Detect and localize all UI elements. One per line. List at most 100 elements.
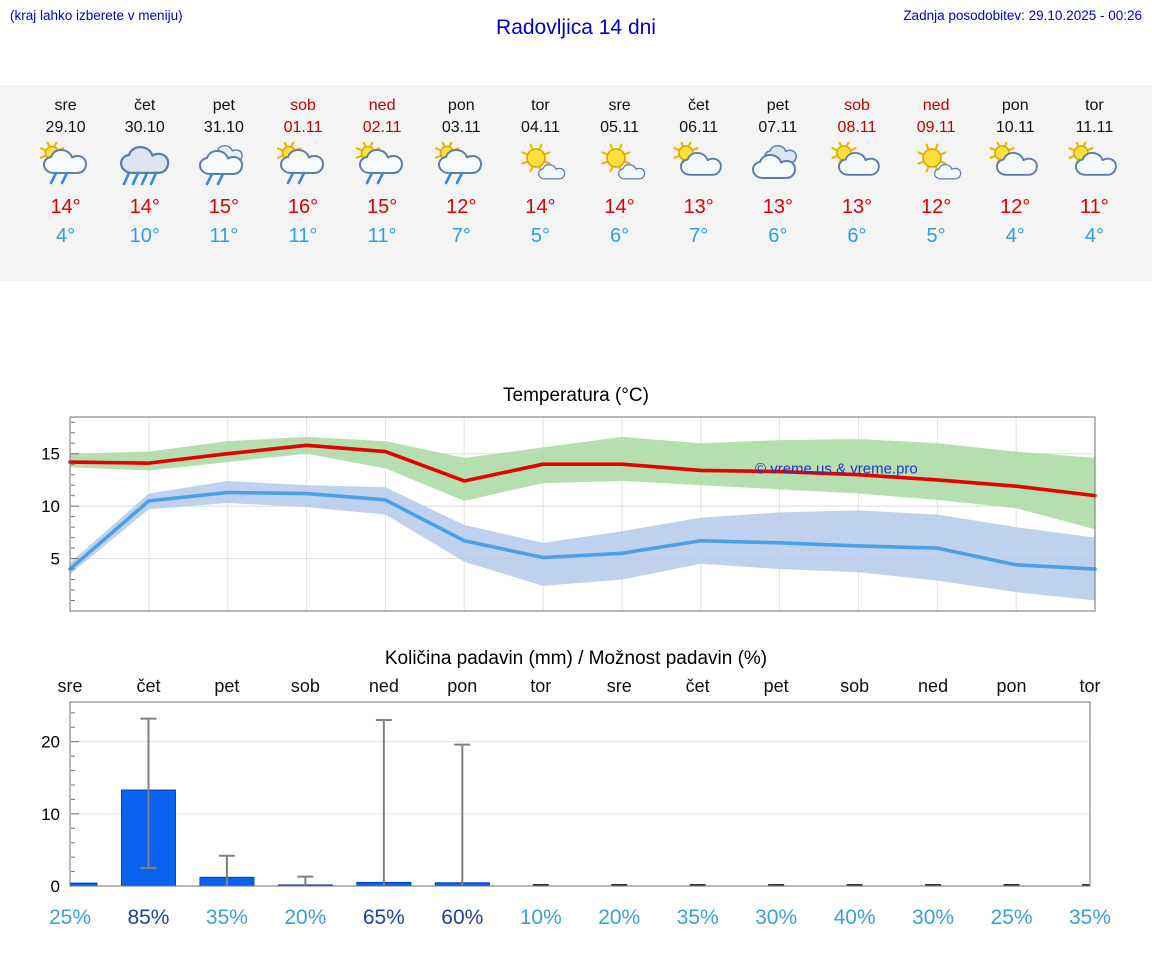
precip-day-label: sob bbox=[291, 676, 320, 696]
precip-day-label: tor bbox=[530, 676, 551, 696]
high-temperature: 14° bbox=[129, 196, 160, 218]
day-date: 11.11 bbox=[1075, 119, 1114, 136]
forecast-day-01.11[interactable]: sob 01.11 16° 11° bbox=[263, 95, 342, 281]
day-name: sre bbox=[54, 97, 77, 114]
svg-text:5: 5 bbox=[51, 550, 60, 569]
precip-day-label: pon bbox=[447, 676, 477, 696]
sun-small-cloud-icon bbox=[601, 143, 645, 180]
precip-probability: 65% bbox=[363, 906, 405, 929]
high-temperature: 14° bbox=[604, 196, 635, 218]
day-name: pon bbox=[1001, 97, 1029, 114]
svg-text:20: 20 bbox=[41, 733, 60, 752]
day-name: tor bbox=[1085, 97, 1104, 114]
precip-day-label: tor bbox=[1079, 676, 1100, 696]
low-temperature: 11° bbox=[288, 225, 318, 247]
sun-cloud-icon bbox=[831, 140, 880, 176]
svg-text:0: 0 bbox=[51, 877, 60, 896]
day-name: pon bbox=[447, 97, 475, 114]
low-temperature: 5° bbox=[530, 225, 550, 247]
forecast-day-30.10[interactable]: čet 30.10 14° 10° bbox=[105, 95, 184, 281]
high-temperature: 13° bbox=[762, 196, 793, 218]
weather-icon-wrap bbox=[343, 140, 422, 192]
low-temperature: 4° bbox=[1005, 225, 1025, 247]
temperature-chart: 5 10 15 © vreme.us & vreme.pro bbox=[41, 416, 1097, 612]
sun-cloud-icon bbox=[1068, 140, 1118, 176]
forecast-day-09.11[interactable]: ned 09.11 12° 5° bbox=[897, 95, 976, 281]
location-hint: (kraj lahko izberete v meniju) bbox=[10, 8, 183, 23]
precip-probability: 40% bbox=[834, 906, 876, 929]
weather-icon-wrap bbox=[105, 142, 184, 192]
day-name: čet bbox=[134, 97, 156, 114]
low-temperature: 5° bbox=[926, 225, 946, 247]
precip-probability: 60% bbox=[441, 906, 483, 929]
min-temp-band bbox=[70, 480, 1095, 601]
forecast-day-31.10[interactable]: pet 31.10 15° 11° bbox=[184, 95, 263, 281]
temperature-section: Temperatura (°C) 5 10 15 © vreme.us & vreme… bbox=[0, 385, 1152, 626]
precip-bar-zero bbox=[846, 884, 863, 886]
precip-day-label: pet bbox=[214, 676, 239, 696]
forecast-day-10.11[interactable]: pon 10.11 12° 4° bbox=[976, 95, 1055, 281]
sun-cloud-rain-icon bbox=[276, 140, 324, 185]
weather-icon-wrap bbox=[976, 140, 1055, 192]
precip-probability: 35% bbox=[1069, 906, 1111, 929]
day-date: 01.11 bbox=[283, 119, 323, 136]
page-header: (kraj lahko izberete v meniju) Radovljic… bbox=[0, 0, 1152, 85]
plot-frame bbox=[69, 701, 1091, 887]
sun-small-cloud-icon bbox=[521, 143, 566, 180]
day-date: 07.11 bbox=[758, 119, 798, 136]
precip-day-label: ned bbox=[369, 676, 399, 696]
forecast-day-06.11[interactable]: čet 06.11 13° 7° bbox=[659, 95, 738, 281]
forecast-day-05.11[interactable]: sre 05.11 14° 6° bbox=[580, 95, 659, 281]
day-name: sob bbox=[290, 97, 316, 114]
forecast-day-08.11[interactable]: sob 08.11 13° 6° bbox=[817, 95, 896, 281]
low-temperature: 11° bbox=[367, 225, 397, 247]
precip-day-label: ned bbox=[918, 676, 948, 696]
weather-icon-wrap bbox=[501, 142, 580, 192]
high-temperature: 14° bbox=[50, 196, 81, 218]
high-temperature: 15° bbox=[367, 196, 398, 218]
temperature-chart-title: Temperatura (°C) bbox=[503, 385, 649, 406]
precip-bar-zero bbox=[532, 884, 549, 886]
precip-day-label: sre bbox=[57, 676, 82, 696]
precipitation-chart-title: Količina padavin (mm) / Možnost padavin … bbox=[384, 648, 768, 669]
forecast-day-29.10[interactable]: sre 29.10 14° 4° bbox=[26, 95, 105, 281]
precip-bar-zero bbox=[1082, 884, 1090, 886]
low-temperature: 7° bbox=[689, 225, 709, 247]
day-date: 05.11 bbox=[600, 119, 639, 136]
low-temperature: 7° bbox=[451, 225, 471, 247]
day-name: sre bbox=[608, 97, 631, 114]
precip-probability: 35% bbox=[206, 906, 248, 929]
weather-icon-wrap bbox=[422, 140, 501, 192]
sun-small-cloud-icon bbox=[917, 143, 962, 180]
precipitation-chart: sre čet pet sob ned pon tor sre čet pet sob ned pon t… bbox=[41, 676, 1111, 929]
precip-day-label: čet bbox=[136, 676, 160, 696]
svg-text:10: 10 bbox=[41, 497, 60, 516]
precip-day-label: pet bbox=[764, 676, 789, 696]
weather-icon-wrap bbox=[659, 140, 738, 192]
forecast-day-02.11[interactable]: ned 02.11 15° 11° bbox=[343, 95, 422, 281]
high-temperature: 13° bbox=[683, 196, 714, 218]
precip-whisker bbox=[297, 875, 314, 886]
day-name: ned bbox=[368, 97, 396, 114]
precip-probability: 20% bbox=[284, 906, 326, 929]
high-temperature: 14° bbox=[525, 196, 556, 218]
day-name: tor bbox=[531, 97, 550, 114]
forecast-day-11.11[interactable]: tor 11.11 11° 4° bbox=[1055, 95, 1134, 281]
day-date: 29.10 bbox=[45, 119, 86, 136]
precip-whisker bbox=[454, 743, 471, 886]
sun-cloud-rain-icon bbox=[39, 140, 87, 185]
precip-bar-zero bbox=[689, 884, 706, 886]
high-temperature: 13° bbox=[841, 196, 873, 218]
forecast-day-04.11[interactable]: tor 04.11 14° 5° bbox=[501, 95, 580, 281]
sun-cloud-rain-icon bbox=[355, 140, 404, 185]
high-temperature: 15° bbox=[208, 196, 239, 218]
precip-day-label: sob bbox=[840, 676, 869, 696]
precip-probability: 25% bbox=[49, 906, 91, 929]
day-date: 08.11 bbox=[837, 119, 877, 136]
forecast-day-03.11[interactable]: pon 03.11 12° 7° bbox=[422, 95, 501, 281]
precip-probability: 10% bbox=[520, 906, 562, 929]
forecast-day-07.11[interactable]: pet 07.11 13° 6° bbox=[738, 95, 817, 281]
precip-probability: 30% bbox=[755, 906, 797, 929]
watermark-link[interactable]: © vreme.us & vreme.pro bbox=[755, 461, 918, 478]
sun-cloud-icon bbox=[673, 140, 722, 176]
